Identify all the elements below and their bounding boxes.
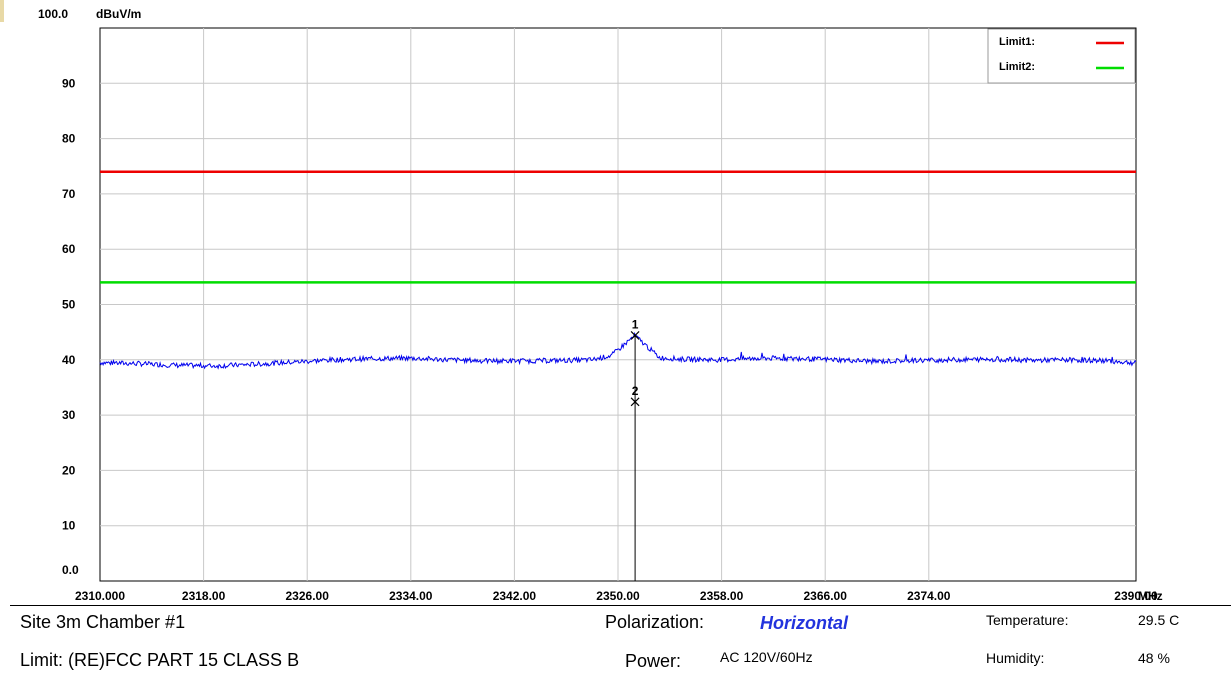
- x-tick-label-1: 2318.00: [182, 589, 226, 603]
- x-tick-label-7: 2366.00: [804, 589, 848, 603]
- legend-label-1: Limit1:: [999, 36, 1035, 48]
- limit-text: Limit: (RE)FCC PART 15 CLASS B: [20, 650, 300, 670]
- measurement-trace: [99, 331, 1137, 370]
- y-tick-label-3: 60: [62, 242, 76, 256]
- limit-lines: [100, 170, 1136, 284]
- marker-cross-2-b: [630, 397, 640, 407]
- y-tick-label-5: 40: [62, 353, 76, 367]
- site-text: Site 3m Chamber #1: [20, 612, 186, 632]
- y-tick-label-8: 10: [62, 519, 76, 533]
- power-value: AC 120V/60Hz: [720, 649, 813, 665]
- x-tick-label-5: 2350.00: [596, 589, 640, 603]
- marker-label-2: 2: [632, 384, 639, 398]
- x-tick-label-4: 2342.00: [493, 589, 537, 603]
- legend: Limit1: Limit2:: [987, 28, 1136, 84]
- polarization-value: Horizontal: [760, 613, 848, 633]
- x-axis: MHz 2310.000 2318.00 2326.00 2334.00 2342.00…: [75, 589, 1163, 603]
- x-unit-label: MHz: [1138, 589, 1163, 603]
- marker-cross-1-b: [630, 331, 640, 340]
- y-tick-label-7: 20: [62, 463, 76, 477]
- corner-accent: [0, 0, 4, 22]
- humidity-value: 48 %: [1138, 650, 1170, 666]
- legend-box: [987, 28, 1136, 84]
- grid: [100, 28, 1136, 581]
- y-tick-label-4: 50: [62, 298, 76, 312]
- y-tick-label-9: 0.0: [62, 563, 79, 577]
- legend-label-2: Limit2:: [999, 61, 1035, 73]
- y-tick-label-top: 100.0: [38, 7, 68, 21]
- marker-label-1: 1: [632, 317, 639, 331]
- y-tick-label-2: 70: [62, 187, 76, 201]
- x-tick-label-8: 2374.00: [907, 589, 951, 603]
- polarization-label: Polarization:: [605, 612, 705, 632]
- x-tick-label-0: 2310.000: [75, 589, 125, 603]
- x-tick-label-9: 2390.00: [1114, 589, 1158, 603]
- temperature-label: Temperature:: [986, 612, 1069, 628]
- power-label: Power:: [625, 651, 682, 671]
- temperature-value: 29.5 C: [1138, 612, 1180, 628]
- x-tick-label-2: 2326.00: [286, 589, 330, 603]
- y-tick-label-6: 30: [62, 408, 76, 422]
- y-tick-label-0: 90: [62, 76, 76, 90]
- y-unit-label: dBuV/m: [96, 7, 141, 21]
- x-tick-label-3: 2334.00: [389, 589, 433, 603]
- info-separator: [10, 605, 1231, 606]
- humidity-label: Humidity:: [986, 650, 1045, 666]
- markers: 12: [630, 317, 640, 581]
- y-tick-label-1: 80: [62, 132, 76, 146]
- x-tick-label-6: 2358.00: [700, 589, 744, 603]
